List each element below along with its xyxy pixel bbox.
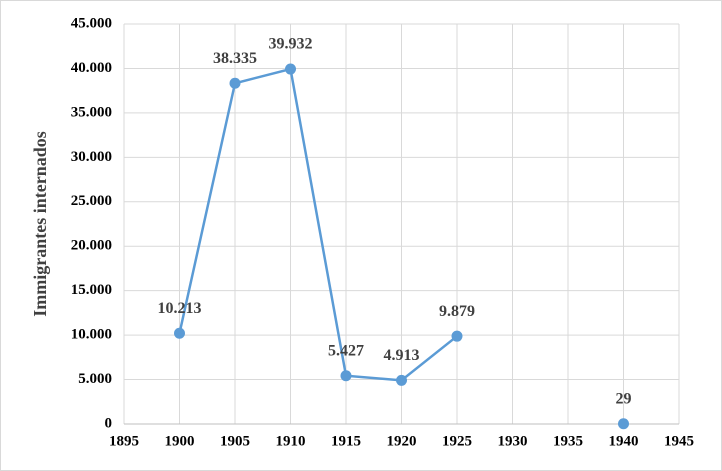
y-tick-label: 15.000 xyxy=(71,282,112,298)
data-label: 38.335 xyxy=(213,50,257,67)
x-tick-label: 1930 xyxy=(498,433,528,449)
x-tick-label: 1945 xyxy=(664,433,694,449)
data-point xyxy=(285,63,296,75)
y-tick-label: 5.000 xyxy=(78,371,112,387)
x-tick-label: 1915 xyxy=(331,433,361,449)
data-point xyxy=(396,374,407,386)
data-label: 4.913 xyxy=(384,347,420,364)
data-label: 5.427 xyxy=(328,342,364,359)
data-label: 9.879 xyxy=(439,303,475,320)
y-tick-label: 0 xyxy=(105,415,113,431)
y-tick-label: 10.000 xyxy=(71,327,112,343)
x-tick-label: 1895 xyxy=(109,433,139,449)
y-tick-label: 35.000 xyxy=(71,104,112,120)
y-tick-label: 40.000 xyxy=(71,60,112,76)
x-tick-label: 1935 xyxy=(553,433,583,449)
x-tick-label: 1900 xyxy=(165,433,195,449)
y-tick-label: 25.000 xyxy=(71,193,112,209)
x-tick-label: 1905 xyxy=(220,433,250,449)
y-tick-label: 20.000 xyxy=(71,238,112,254)
x-tick-label: 1940 xyxy=(609,433,639,449)
y-tick-label: 45.000 xyxy=(71,15,112,31)
x-tick-label: 1925 xyxy=(442,433,472,449)
data-point xyxy=(451,330,463,342)
x-tick-label: 1910 xyxy=(276,433,306,449)
y-axis-label: Immigrantes internados xyxy=(30,131,50,317)
data-label: 39.932 xyxy=(269,36,313,53)
data-point xyxy=(229,77,241,89)
data-point xyxy=(174,327,185,339)
data-label: 10.213 xyxy=(158,300,202,317)
data-point xyxy=(618,418,629,430)
x-tick-label: 1920 xyxy=(387,433,417,449)
y-tick-label: 30.000 xyxy=(71,149,112,165)
data-label: 29 xyxy=(616,390,632,407)
data-point xyxy=(340,370,352,382)
